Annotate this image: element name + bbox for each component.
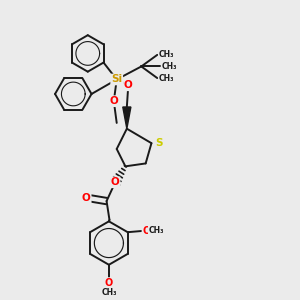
Text: CH₃: CH₃ — [158, 74, 174, 82]
Text: O: O — [82, 193, 91, 203]
Text: O: O — [111, 177, 120, 187]
Text: CH₃: CH₃ — [161, 62, 177, 71]
Text: O: O — [105, 278, 113, 288]
Text: CH₃: CH₃ — [158, 50, 174, 59]
Text: O: O — [110, 96, 118, 106]
Text: S: S — [155, 138, 162, 148]
Polygon shape — [123, 107, 131, 129]
Text: CH₃: CH₃ — [101, 288, 117, 297]
Text: O: O — [124, 80, 133, 90]
Text: Si: Si — [111, 74, 122, 85]
Text: O: O — [142, 226, 151, 236]
Text: CH₃: CH₃ — [148, 226, 164, 235]
